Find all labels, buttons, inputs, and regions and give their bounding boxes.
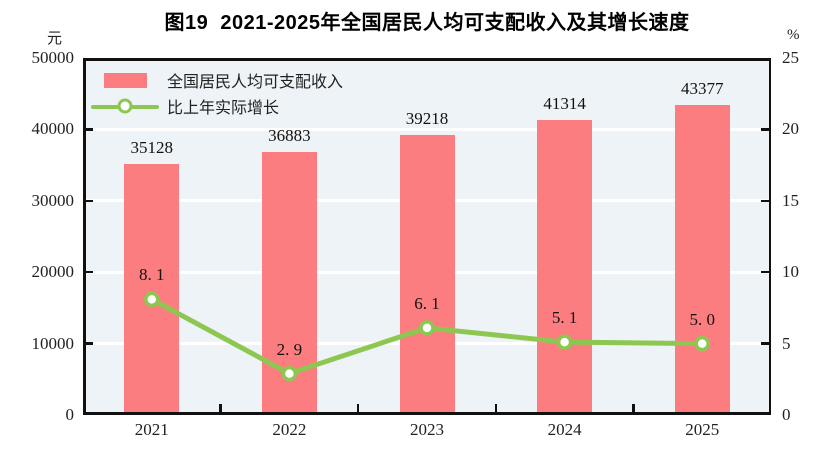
y-tick-label-right: 15: [782, 190, 799, 210]
x-tick-label: 2025: [685, 420, 720, 439]
x-tick-label: 2022: [272, 420, 307, 439]
legend-swatch-wrap: [89, 72, 161, 88]
legend-item-income: 全国居民人均可支配收入: [89, 67, 343, 93]
growth-value-label: 5. 0: [689, 309, 715, 329]
right-axis-tick: [761, 270, 771, 274]
bar-2021: [124, 164, 180, 415]
growth-marker: [556, 334, 573, 350]
bar-value-label: 41314: [543, 94, 586, 114]
growth-line-layer: [144, 291, 710, 382]
right-axis-unit-label: %: [787, 27, 800, 43]
growth-marker: [419, 320, 435, 336]
y-tick-label-right: 10: [782, 262, 799, 282]
y-tick-label-left: 30000: [31, 190, 75, 210]
legend-label: 比上年实际增长: [167, 100, 280, 117]
y-tick-label-right: 20: [782, 119, 799, 139]
right-axis-tick: [761, 128, 771, 131]
x-tick-label: 2023: [410, 420, 444, 439]
y-tick-label-right: 5: [782, 333, 791, 353]
x-tick-label: 2021: [134, 420, 169, 439]
grid-line: [85, 127, 769, 131]
legend-label: 全国居民人均可支配收入: [167, 74, 344, 91]
left-axis-tick: [83, 128, 93, 131]
plot-border-bottom: [83, 412, 771, 415]
y-tick-label-left: 50000: [31, 48, 75, 67]
bar-2023: [399, 134, 455, 415]
y-tick-label-right: 25: [782, 48, 799, 67]
y-tick-label-left: 0: [65, 405, 75, 424]
plot-border-right: [768, 58, 771, 415]
legend-item-growth: 比上年实际增长: [89, 93, 343, 119]
x-axis-tick: [219, 404, 222, 415]
left-axis-tick: [83, 270, 93, 274]
bar-value-label: 43377: [680, 79, 724, 99]
bar-value-label: 35128: [130, 138, 174, 158]
y-tick-label-right: 0: [782, 405, 791, 424]
y-tick-label-left: 10000: [31, 333, 75, 353]
growth-marker: [144, 291, 160, 308]
growth-marker: [694, 335, 710, 352]
x-axis-tick: [356, 404, 360, 415]
x-axis-tick: [494, 404, 498, 415]
legend-line-swatch: [91, 98, 159, 114]
growth-marker: [281, 365, 298, 382]
left-axis-tick: [83, 342, 93, 345]
legend-swatch-wrap: [89, 98, 161, 114]
growth-value-label: 8. 1: [139, 265, 165, 285]
y-tick-label-left: 20000: [31, 262, 75, 282]
x-axis-tick: [632, 404, 635, 415]
plot-border-left: [83, 58, 86, 415]
chart-title: 图19 2021-2025年全国居民人均可支配收入及其增长速度: [164, 12, 690, 34]
y-tick-label-left: 40000: [31, 119, 75, 139]
bar-2025: [674, 105, 730, 415]
growth-value-label: 6. 1: [414, 293, 440, 313]
plot-area: 全国居民人均可支配收入 比上年实际增长 35128 36883 39218 41314 4…: [83, 58, 771, 415]
legend-line-marker-icon: [117, 98, 133, 114]
plot-border-top: [83, 58, 771, 61]
right-axis-tick: [761, 342, 771, 345]
left-axis-unit-label: 元: [46, 31, 62, 47]
growth-value-label: 2. 9: [276, 339, 303, 359]
legend: 全国居民人均可支配收入 比上年实际增长: [89, 67, 343, 119]
bar-2024: [537, 120, 593, 415]
legend-bar-swatch: [103, 72, 147, 88]
bar-value-label: 39218: [405, 108, 449, 128]
growth-value-label: 5. 1: [551, 308, 578, 328]
bar-value-label: 36883: [268, 125, 311, 145]
x-tick-label: 2024: [547, 420, 582, 439]
right-axis-tick: [761, 199, 771, 203]
left-axis-tick: [83, 199, 93, 203]
